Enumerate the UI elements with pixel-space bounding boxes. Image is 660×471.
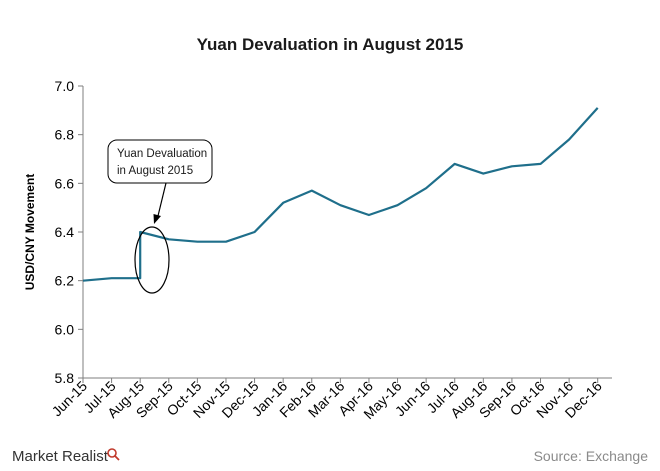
annotation-arrow bbox=[156, 182, 167, 221]
annotation-line-2: in August 2015 bbox=[117, 165, 193, 177]
y-tick-label: 5.8 bbox=[55, 370, 75, 386]
y-axis-label: USD/CNY Movement bbox=[23, 174, 37, 290]
series-line bbox=[82, 107, 599, 282]
y-tick-label: 6.0 bbox=[55, 321, 75, 337]
chart-title: Yuan Devaluation in August 2015 bbox=[197, 35, 464, 54]
magnifier-icon-handle bbox=[114, 455, 120, 461]
y-tick-label: 6.6 bbox=[55, 175, 75, 191]
annotation-line-1: Yuan Devaluation bbox=[117, 148, 207, 160]
annotation-arrowhead bbox=[153, 214, 161, 224]
y-tick-label: 7.0 bbox=[55, 78, 75, 94]
brand-name: Market Realist bbox=[12, 448, 109, 465]
annotation: Yuan Devaluation in August 2015 bbox=[107, 139, 213, 294]
y-tick-label: 6.8 bbox=[55, 127, 75, 143]
y-tick-label: 6.4 bbox=[55, 224, 75, 240]
magnifier-icon bbox=[107, 448, 117, 458]
y-tick-label: 6.2 bbox=[55, 273, 75, 289]
brand-logo: Market Realist bbox=[12, 448, 120, 465]
annotation-box bbox=[107, 139, 213, 184]
source-note: Source: Exchange bbox=[534, 448, 649, 464]
highlight-ellipse bbox=[134, 226, 170, 294]
